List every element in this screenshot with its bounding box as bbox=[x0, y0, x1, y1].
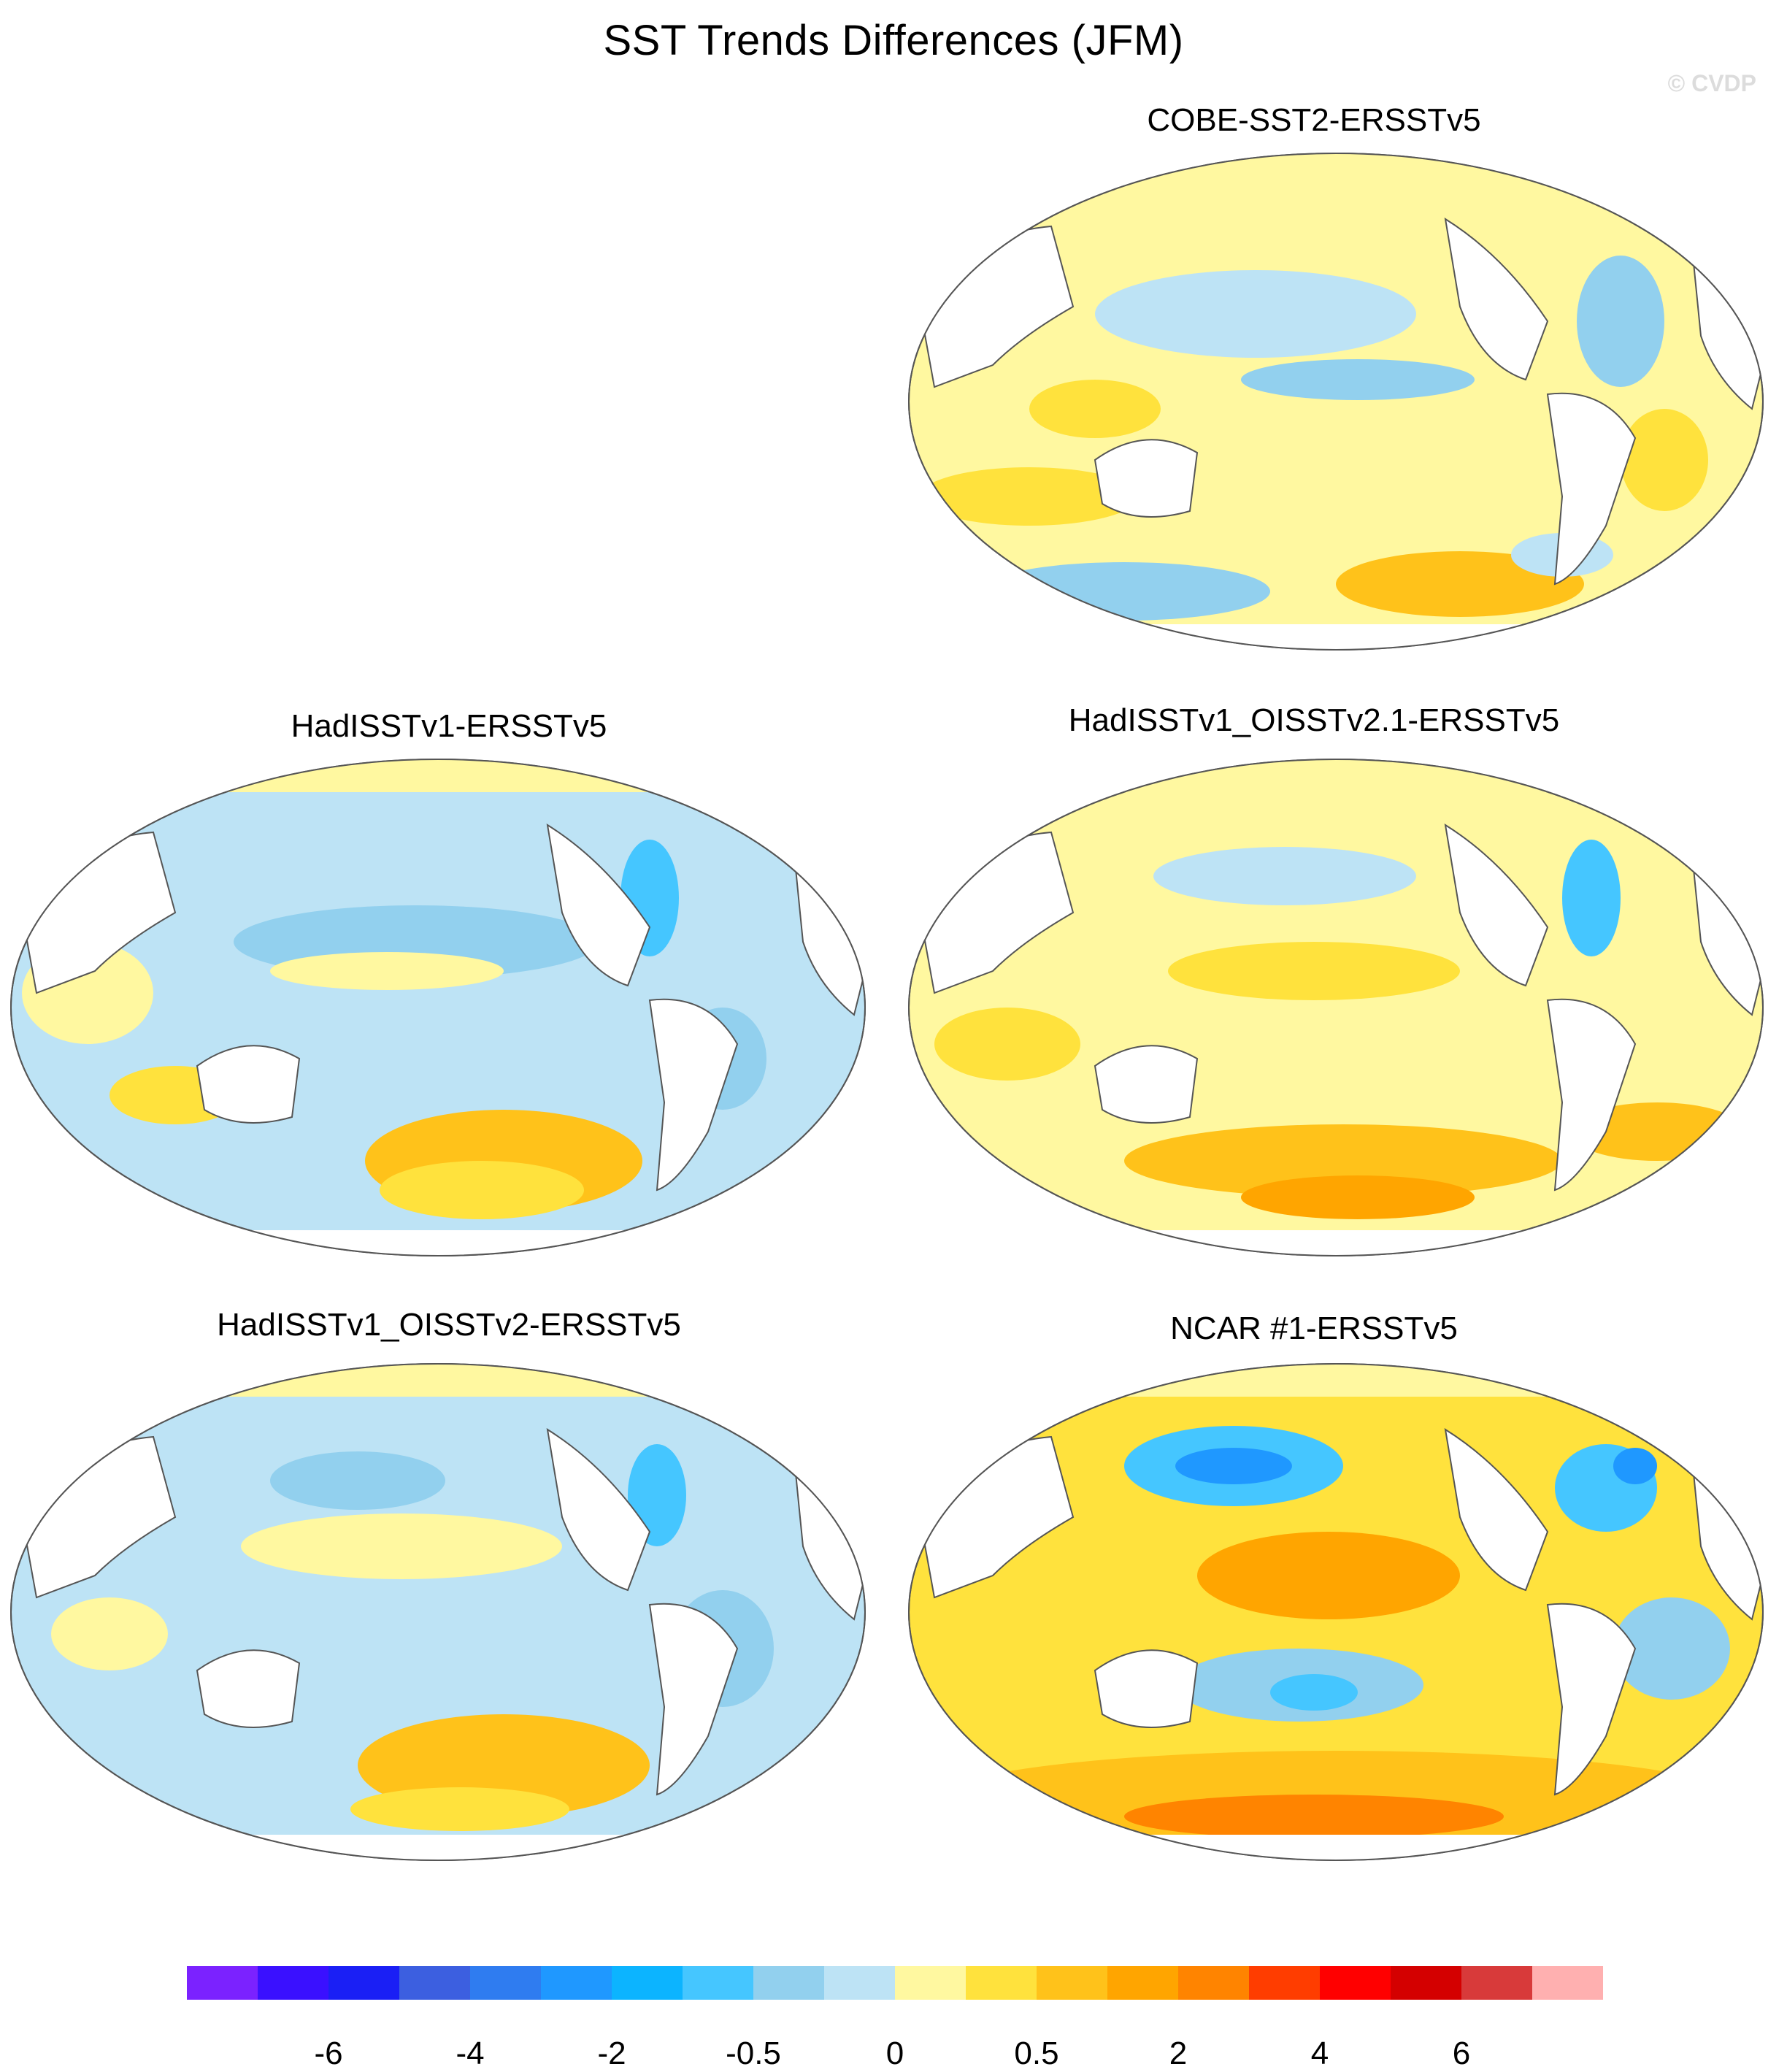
map-panel-ncar bbox=[908, 1363, 1764, 1861]
colorbar-swatch bbox=[328, 1966, 400, 2000]
colorbar-tick-label: -0.5 bbox=[726, 2035, 781, 2071]
colorbar-swatch bbox=[1249, 1966, 1321, 2000]
colorbar-swatch bbox=[541, 1966, 612, 2000]
colorbar-swatch bbox=[258, 1966, 329, 2000]
colorbar-swatch bbox=[895, 1966, 966, 2000]
colorbar-swatch bbox=[1532, 1966, 1603, 2000]
colorbar-swatch bbox=[966, 1966, 1037, 2000]
colorbar-swatch bbox=[1461, 1966, 1533, 2000]
colorbar-tick-label: 6 bbox=[1452, 2035, 1471, 2071]
colorbar-swatch bbox=[612, 1966, 683, 2000]
figure-title: SST Trends Differences (JFM) bbox=[603, 17, 1184, 64]
panel-title-hadisst-oisst2: HadISSTv1_OISSTv2-ERSSTv5 bbox=[217, 1307, 681, 1343]
map-panel-hadisst-oisst21 bbox=[908, 759, 1764, 1256]
colorbar bbox=[187, 1966, 1603, 2000]
map-panel-cobe bbox=[908, 153, 1764, 651]
colorbar-tick-label: 2 bbox=[1169, 2035, 1188, 2071]
panel-title-hadisst-oisst21: HadISSTv1_OISSTv2.1-ERSSTv5 bbox=[1068, 702, 1560, 738]
colorbar-tick-label: 4 bbox=[1310, 2035, 1329, 2071]
colorbar-swatch bbox=[470, 1966, 542, 2000]
map-panel-hadisst bbox=[10, 759, 866, 1256]
colorbar-tick-label: -6 bbox=[314, 2035, 343, 2071]
colorbar-swatch bbox=[1107, 1966, 1179, 2000]
colorbar-swatch bbox=[187, 1966, 258, 2000]
colorbar-swatch bbox=[753, 1966, 825, 2000]
colorbar-swatch bbox=[399, 1966, 471, 2000]
watermark: © CVDP bbox=[1667, 70, 1756, 96]
colorbar-swatch bbox=[1037, 1966, 1108, 2000]
colorbar-swatch bbox=[1320, 1966, 1391, 2000]
colorbar-swatch bbox=[683, 1966, 754, 2000]
colorbar-tick-label: 0 bbox=[885, 2035, 904, 2071]
colorbar-tick-label: -4 bbox=[456, 2035, 485, 2071]
panel-title-ncar: NCAR #1-ERSSTv5 bbox=[1170, 1311, 1458, 1346]
panel-title-cobe: COBE-SST2-ERSSTv5 bbox=[1147, 102, 1481, 138]
panel-title-hadisst: HadISSTv1-ERSSTv5 bbox=[291, 708, 607, 744]
colorbar-swatch bbox=[824, 1966, 896, 2000]
colorbar-swatch bbox=[1391, 1966, 1462, 2000]
colorbar-swatch bbox=[1178, 1966, 1250, 2000]
colorbar-tick-label: -2 bbox=[597, 2035, 626, 2071]
map-panel-hadisst-oisst2 bbox=[10, 1363, 866, 1861]
colorbar-tick-label: 0.5 bbox=[1014, 2035, 1059, 2071]
